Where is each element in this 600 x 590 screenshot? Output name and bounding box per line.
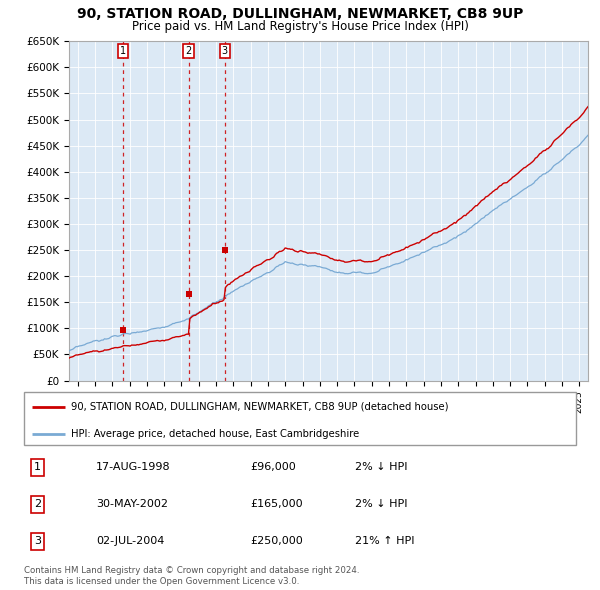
Text: 17-AUG-1998: 17-AUG-1998 bbox=[96, 463, 170, 473]
Text: HPI: Average price, detached house, East Cambridgeshire: HPI: Average price, detached house, East… bbox=[71, 429, 359, 439]
Text: 90, STATION ROAD, DULLINGHAM, NEWMARKET, CB8 9UP (detached house): 90, STATION ROAD, DULLINGHAM, NEWMARKET,… bbox=[71, 402, 448, 412]
Text: 2% ↓ HPI: 2% ↓ HPI bbox=[355, 463, 408, 473]
Text: £250,000: £250,000 bbox=[250, 536, 303, 546]
Text: 2: 2 bbox=[34, 500, 41, 509]
Text: £96,000: £96,000 bbox=[250, 463, 296, 473]
Text: 2% ↓ HPI: 2% ↓ HPI bbox=[355, 500, 408, 509]
Text: Price paid vs. HM Land Registry's House Price Index (HPI): Price paid vs. HM Land Registry's House … bbox=[131, 20, 469, 33]
Text: 1: 1 bbox=[120, 47, 126, 57]
Text: 21% ↑ HPI: 21% ↑ HPI bbox=[355, 536, 415, 546]
Text: 3: 3 bbox=[221, 47, 228, 57]
Text: 3: 3 bbox=[34, 536, 41, 546]
Text: 2: 2 bbox=[185, 47, 191, 57]
Text: £165,000: £165,000 bbox=[250, 500, 303, 509]
Text: 90, STATION ROAD, DULLINGHAM, NEWMARKET, CB8 9UP: 90, STATION ROAD, DULLINGHAM, NEWMARKET,… bbox=[77, 7, 523, 21]
Text: 1: 1 bbox=[34, 463, 41, 473]
Text: 30-MAY-2002: 30-MAY-2002 bbox=[96, 500, 168, 509]
Text: This data is licensed under the Open Government Licence v3.0.: This data is licensed under the Open Gov… bbox=[24, 577, 299, 586]
Text: Contains HM Land Registry data © Crown copyright and database right 2024.: Contains HM Land Registry data © Crown c… bbox=[24, 566, 359, 575]
Text: 02-JUL-2004: 02-JUL-2004 bbox=[96, 536, 164, 546]
FancyBboxPatch shape bbox=[24, 392, 576, 445]
